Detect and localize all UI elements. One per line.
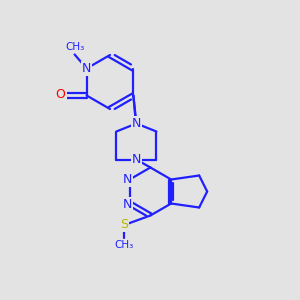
Text: CH₃: CH₃ [65, 43, 84, 52]
Text: N: N [82, 62, 91, 75]
Text: O: O [56, 88, 66, 101]
Text: N: N [123, 198, 132, 211]
Text: N: N [132, 117, 141, 130]
Text: S: S [120, 218, 128, 231]
Text: N: N [123, 173, 132, 186]
Text: N: N [132, 153, 141, 166]
Text: CH₃: CH₃ [115, 239, 134, 250]
